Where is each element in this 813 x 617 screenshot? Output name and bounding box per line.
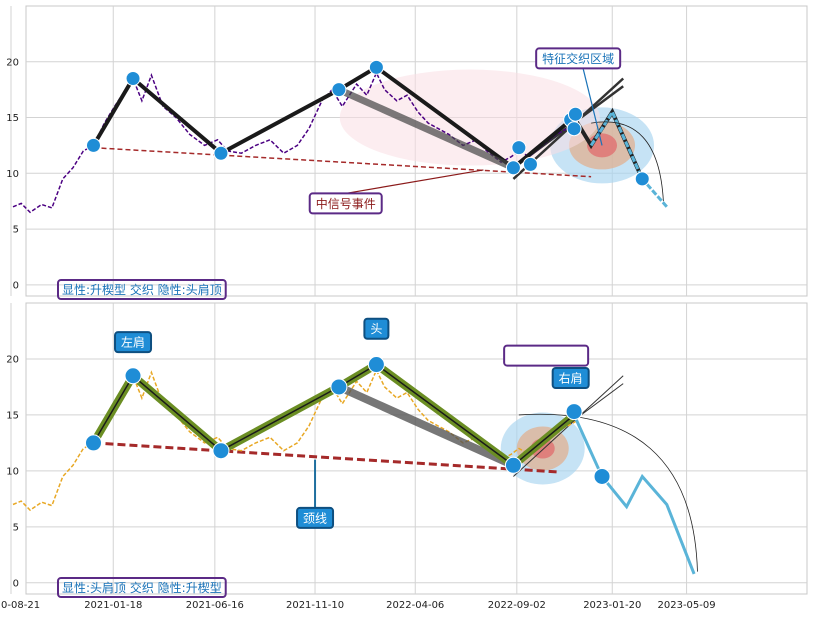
annotation-label-box xyxy=(308,192,383,215)
pattern-shadow xyxy=(337,383,516,469)
neckline xyxy=(93,146,592,178)
pivot-marker xyxy=(567,106,583,122)
pivot-marker xyxy=(85,137,101,153)
pattern-label: 特征交织区域 xyxy=(503,344,590,367)
forecast-alt-series xyxy=(589,108,668,208)
annotation-label-text: 颈线 xyxy=(303,511,327,525)
annotation-label: 中信号事件 xyxy=(308,192,383,215)
pivot-marker xyxy=(593,467,611,485)
pivot-marker xyxy=(504,456,522,474)
y-tick-label: 0 xyxy=(13,280,19,291)
pivot-marker xyxy=(634,171,650,187)
x-tick-label: 2022-04-06 xyxy=(386,600,444,611)
pivot-marker xyxy=(331,82,347,98)
pattern-label-box xyxy=(551,366,590,389)
pivot-marker xyxy=(213,145,229,161)
pattern-label: 左肩 xyxy=(114,331,153,354)
pivot-marker xyxy=(511,140,527,156)
y-tick-label: 20 xyxy=(6,354,19,365)
annotation-label-box xyxy=(535,47,622,70)
x-tick-label: 2021-06-16 xyxy=(186,600,244,611)
pivot-marker xyxy=(125,71,141,86)
pattern-label: 右肩 xyxy=(551,366,590,389)
annotation-label-text: 中信号事件 xyxy=(316,196,376,211)
annotation-label: 颈线 xyxy=(296,506,335,529)
y-tick-label: 15 xyxy=(6,410,19,421)
pivot-marker xyxy=(566,121,582,137)
pattern-label-box xyxy=(114,331,153,354)
panel-caption-box xyxy=(57,577,227,598)
pivot-marker xyxy=(84,434,102,452)
x-tick-label: 2023-05-09 xyxy=(658,600,716,611)
annotation-arrow xyxy=(345,169,484,195)
pattern-label: 头 xyxy=(363,317,390,340)
y-tick-label: 5 xyxy=(13,522,19,533)
pivot-marker xyxy=(330,378,348,396)
annotation-label: 特征交织区域 xyxy=(535,47,622,70)
x-tick-label: 2021-01-18 xyxy=(84,600,142,611)
x-tick-label: 2022-09-02 xyxy=(488,600,546,611)
forecast-arc xyxy=(591,121,664,202)
pivot-marker xyxy=(124,367,142,385)
pattern-shadow xyxy=(337,86,515,171)
y-tick-label: 15 xyxy=(6,113,19,124)
pattern-label-text: 左肩 xyxy=(121,335,145,350)
forecast-series xyxy=(572,414,696,575)
pivot-marker xyxy=(367,356,385,374)
pattern-label-box xyxy=(363,317,390,340)
plot-area xyxy=(25,302,808,595)
x-tick-label: 2023-01-20 xyxy=(583,600,641,611)
panel-caption: 显性:升楔型 交织 隐性:头肩顶 xyxy=(62,282,222,297)
signal-zone xyxy=(339,69,600,166)
pivot-marker xyxy=(212,442,230,460)
forecast-arc xyxy=(518,413,698,572)
neckline xyxy=(93,441,558,474)
pivot-marker xyxy=(565,403,583,421)
pivot-marker xyxy=(505,160,521,176)
y-tick-label: 5 xyxy=(13,225,19,236)
pivot-marker xyxy=(368,59,384,75)
y-tick-label: 10 xyxy=(6,169,19,180)
annotation-label-text: 特征交织区域 xyxy=(542,51,614,66)
pattern-label-text: 特征交织区域 xyxy=(510,348,582,363)
pivot-marker xyxy=(522,156,538,172)
x-tick-label: 2021-11-10 xyxy=(286,600,344,611)
pattern-label-box xyxy=(503,344,590,367)
y-tick-label: 10 xyxy=(6,466,19,477)
y-tick-label: 0 xyxy=(13,578,19,589)
y-tick-label: 20 xyxy=(6,57,19,68)
annotation-label-box xyxy=(296,506,335,529)
pattern-label-text: 头 xyxy=(370,322,382,336)
pattern-label-text: 右肩 xyxy=(559,370,583,385)
panel-caption: 显性:头肩顶 交织 隐性:升楔型 xyxy=(62,580,222,595)
panel-caption-box xyxy=(57,279,227,300)
